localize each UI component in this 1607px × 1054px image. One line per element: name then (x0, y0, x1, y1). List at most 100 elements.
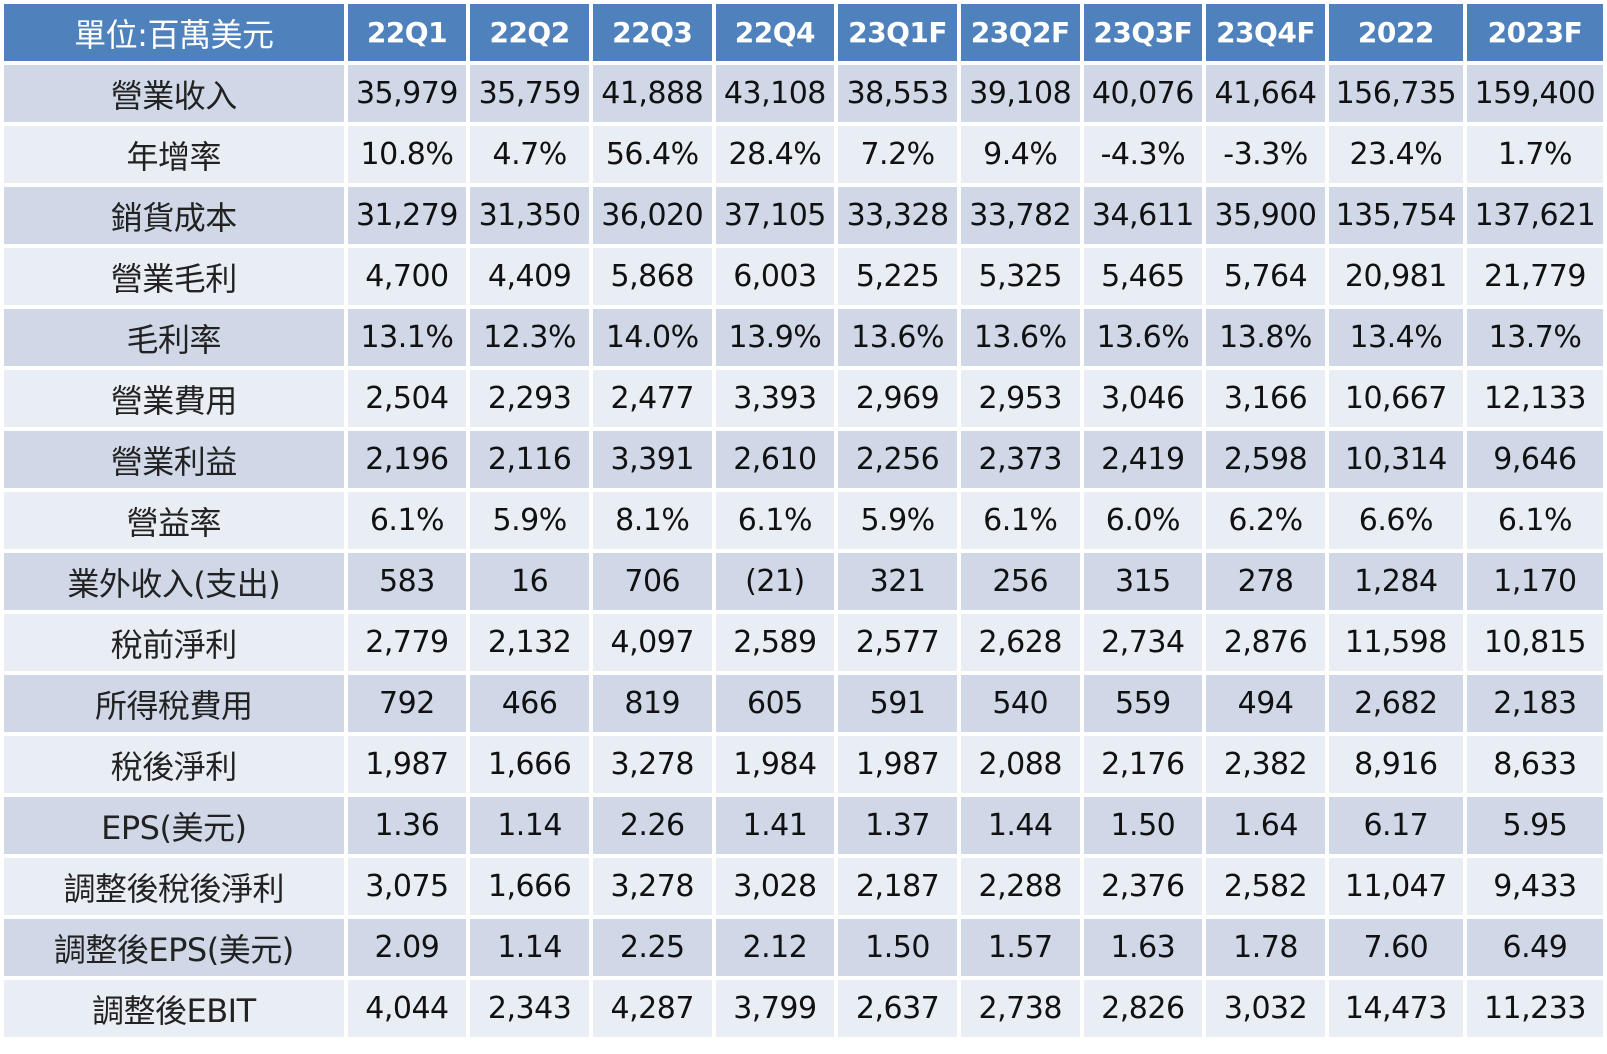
table-cell: 159,400 (1466, 65, 1603, 122)
table-cell: 2,504 (347, 370, 467, 427)
table-cell: 2,477 (592, 370, 712, 427)
table-cell: 21,779 (1466, 248, 1603, 305)
table-cell: 12,133 (1466, 370, 1603, 427)
table-cell: 2,293 (470, 370, 589, 427)
table-cell: 13.6% (960, 309, 1080, 366)
row-label: 年增率 (4, 126, 344, 183)
table-cell: 43,108 (715, 65, 835, 122)
table-cell: 10,667 (1328, 370, 1463, 427)
table-cell: 3,391 (592, 431, 712, 488)
table-cell: 559 (1083, 675, 1203, 732)
table-cell: 2,196 (347, 431, 467, 488)
table-cell: 6.6% (1328, 492, 1463, 549)
table-cell: 13.7% (1466, 309, 1603, 366)
column-header-23q2f: 23Q2F (960, 4, 1080, 61)
table-cell: 4,044 (347, 980, 467, 1037)
table-cell: 1,284 (1328, 553, 1463, 610)
table-cell: 5.9% (838, 492, 957, 549)
table-cell: 3,046 (1083, 370, 1203, 427)
table-cell: 2,589 (715, 614, 835, 671)
table-cell: 1.14 (470, 919, 589, 976)
table-cell: 9.4% (960, 126, 1080, 183)
table-cell: 321 (838, 553, 957, 610)
table-cell: 35,759 (470, 65, 589, 122)
table-cell: 13.6% (838, 309, 957, 366)
table-cell: 7.60 (1328, 919, 1463, 976)
table-cell: 6.2% (1206, 492, 1325, 549)
table-cell: 2,610 (715, 431, 835, 488)
table-cell: 4.7% (470, 126, 589, 183)
column-header-22q1: 22Q1 (347, 4, 467, 61)
table-cell: 5,764 (1206, 248, 1325, 305)
table-row: 毛利率 13.1% 12.3% 14.0% 13.9% 13.6% 13.6% 13.6% 13… (4, 309, 1603, 366)
table-cell: 2,969 (838, 370, 957, 427)
table-cell: 6.1% (960, 492, 1080, 549)
table-cell: 41,664 (1206, 65, 1325, 122)
row-label: 稅後淨利 (4, 736, 344, 793)
table-cell: 2,288 (960, 858, 1080, 915)
table-cell: 33,328 (838, 187, 957, 244)
table-cell: 6.49 (1466, 919, 1603, 976)
table-cell: 12.3% (470, 309, 589, 366)
table-cell: 3,032 (1206, 980, 1325, 1037)
table-cell: 2,582 (1206, 858, 1325, 915)
table-cell: 706 (592, 553, 712, 610)
table-cell: 33,782 (960, 187, 1080, 244)
table-cell: 3,028 (715, 858, 835, 915)
table-cell: 1,666 (470, 858, 589, 915)
table-cell: 41,888 (592, 65, 712, 122)
table-cell: 8,916 (1328, 736, 1463, 793)
row-label: 調整後EBIT (4, 980, 344, 1037)
table-cell: 792 (347, 675, 467, 732)
table-cell: 3,075 (347, 858, 467, 915)
column-header-22q2: 22Q2 (470, 4, 589, 61)
table-cell: 35,979 (347, 65, 467, 122)
table-cell: 5,465 (1083, 248, 1203, 305)
table-cell: 38,553 (838, 65, 957, 122)
table-cell: 13.6% (1083, 309, 1203, 366)
table-cell: 1.41 (715, 797, 835, 854)
table-cell: 3,799 (715, 980, 835, 1037)
table-cell: (21) (715, 553, 835, 610)
table-cell: 28.4% (715, 126, 835, 183)
table-cell: 6.1% (347, 492, 467, 549)
table-row: 營業毛利 4,700 4,409 5,868 6,003 5,225 5,325 5,465 5… (4, 248, 1603, 305)
table-cell: 31,279 (347, 187, 467, 244)
table-cell: 6.0% (1083, 492, 1203, 549)
table-cell: 10,314 (1328, 431, 1463, 488)
table-cell: 2,953 (960, 370, 1080, 427)
row-label: 業外收入(支出) (4, 553, 344, 610)
table-cell: 1.37 (838, 797, 957, 854)
table-cell: 1.44 (960, 797, 1080, 854)
table-cell: 494 (1206, 675, 1325, 732)
column-header-2023f: 2023F (1466, 4, 1603, 61)
table-row: EPS(美元) 1.36 1.14 2.26 1.41 1.37 1.44 1.50 1.64 6… (4, 797, 1603, 854)
table-cell: 2,598 (1206, 431, 1325, 488)
table-cell: 1.50 (1083, 797, 1203, 854)
table-cell: 1.50 (838, 919, 957, 976)
table-cell: 4,097 (592, 614, 712, 671)
table-cell: 2,419 (1083, 431, 1203, 488)
table-row: 調整後EPS(美元) 2.09 1.14 2.25 2.12 1.50 1.57 1.63 1.… (4, 919, 1603, 976)
table-cell: 135,754 (1328, 187, 1463, 244)
table-row: 年增率 10.8% 4.7% 56.4% 28.4% 7.2% 9.4% -4.3% -3.3%… (4, 126, 1603, 183)
table-cell: 13.1% (347, 309, 467, 366)
table-cell: 2.12 (715, 919, 835, 976)
table-row: 調整後稅後淨利 3,075 1,666 3,278 3,028 2,187 2,288 2,3… (4, 858, 1603, 915)
row-label: 所得稅費用 (4, 675, 344, 732)
row-label: 稅前淨利 (4, 614, 344, 671)
table-cell: 2,187 (838, 858, 957, 915)
table-cell: 2,628 (960, 614, 1080, 671)
table-cell: 11,598 (1328, 614, 1463, 671)
table-cell: 5.9% (470, 492, 589, 549)
table-cell: 8.1% (592, 492, 712, 549)
table-cell: 591 (838, 675, 957, 732)
table-row: 業外收入(支出) 583 16 706 (21) 321 256 315 278 1,284 1,1… (4, 553, 1603, 610)
table-cell: 819 (592, 675, 712, 732)
table-cell: 31,350 (470, 187, 589, 244)
table-cell: 1.57 (960, 919, 1080, 976)
table-cell: 1.36 (347, 797, 467, 854)
table-cell: 10,815 (1466, 614, 1603, 671)
table-cell: 2,088 (960, 736, 1080, 793)
table-cell: 2.09 (347, 919, 467, 976)
